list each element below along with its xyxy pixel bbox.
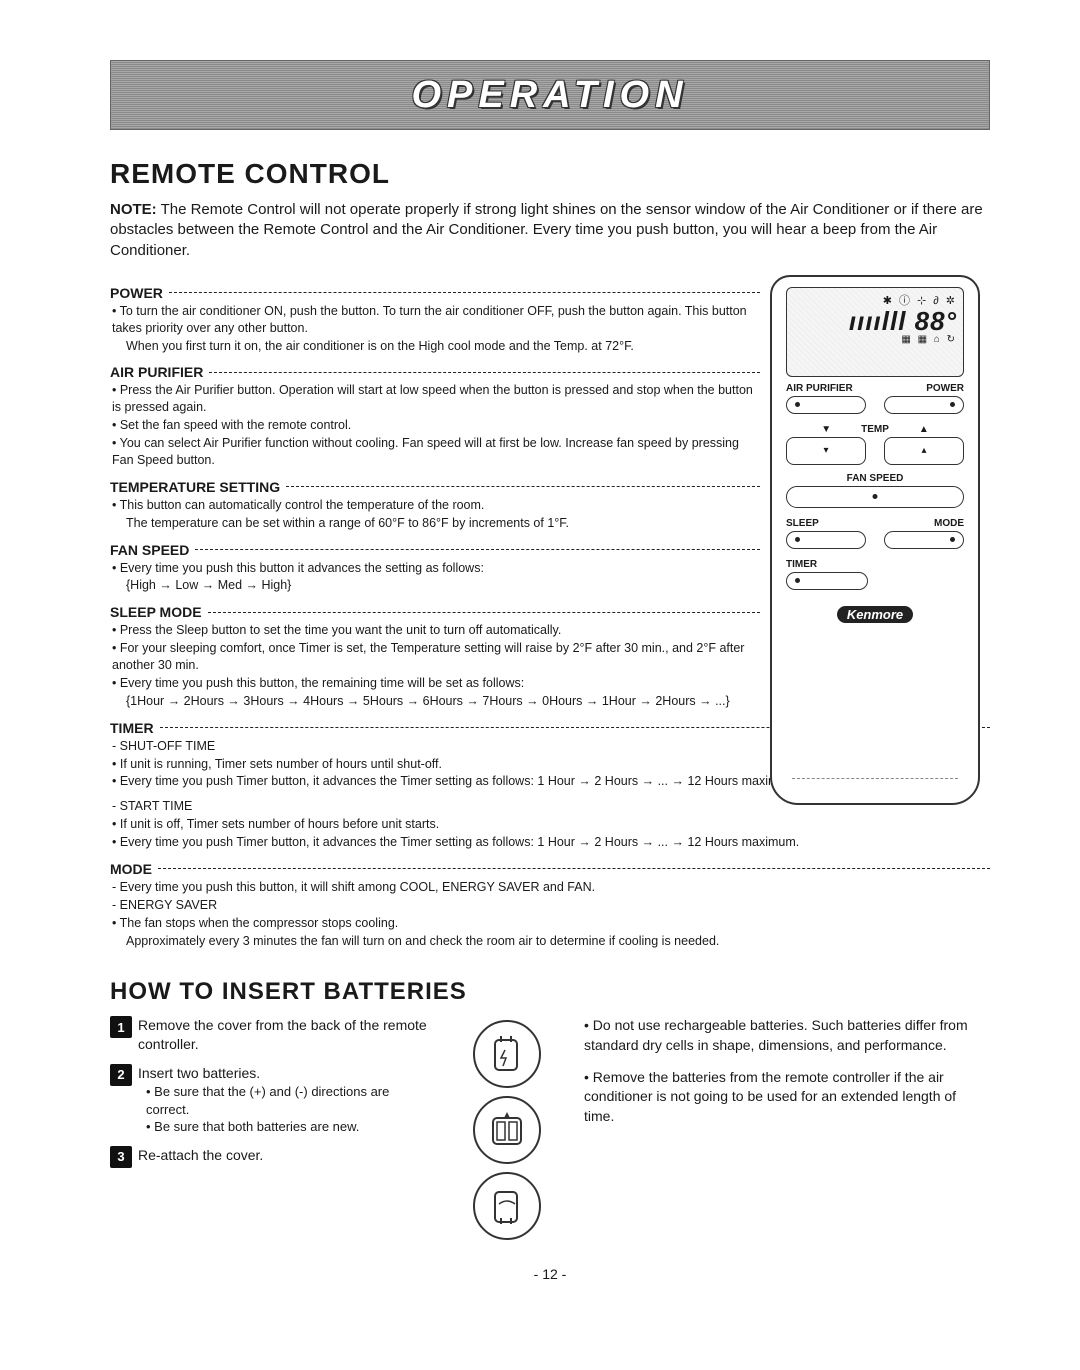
remote-power-label: POWER	[926, 383, 964, 394]
power-bullets: • To turn the air conditioner ON, push t…	[110, 303, 760, 355]
sleep-mode-heading: SLEEP MODE	[110, 604, 760, 620]
remote-control-heading: REMOTE CONTROL	[110, 158, 990, 190]
temperature-setting-bullets: • This button can automatically control …	[110, 497, 760, 532]
remote-timer-label: TIMER	[786, 559, 964, 570]
temp-up-icon: ▲	[919, 424, 929, 435]
step-2: 2 Insert two batteries. • Be sure that t…	[110, 1064, 430, 1136]
fan-speed-button	[786, 486, 964, 508]
air-purifier-button	[786, 396, 866, 414]
step-1-number: 1	[110, 1016, 132, 1038]
temp-up-button: ▴	[884, 437, 964, 465]
note-paragraph: NOTE: The Remote Control will not operat…	[110, 200, 990, 261]
banner-title: OPERATION	[411, 74, 688, 117]
temp-down-icon: ▼	[821, 424, 831, 435]
power-button	[884, 396, 964, 414]
operation-banner: OPERATION	[110, 60, 990, 130]
remote-brand: Kenmore	[837, 606, 913, 623]
step-2-number: 2	[110, 1064, 132, 1086]
air-purifier-bullets: • Press the Air Purifier button. Operati…	[110, 382, 760, 468]
note-text: The Remote Control will not operate prop…	[110, 201, 983, 259]
mode-button	[884, 531, 964, 549]
remote-air-purifier-label: AIR PURIFIER	[786, 383, 853, 394]
battery-step-3-icon	[473, 1172, 541, 1240]
temp-down-button: ▾	[786, 437, 866, 465]
page-number: - 12 -	[110, 1266, 990, 1282]
fan-speed-bullets: • Every time you push this button it adv…	[110, 560, 760, 595]
batteries-heading: HOW TO INSERT BATTERIES	[110, 978, 990, 1006]
step-3: 3 Re-attach the cover.	[110, 1146, 430, 1168]
power-heading: POWER	[110, 285, 760, 301]
remote-mode-label: MODE	[934, 518, 964, 529]
sleep-mode-bullets: • Press the Sleep button to set the time…	[110, 622, 760, 709]
remote-sleep-label: SLEEP	[786, 518, 819, 529]
remote-temp-label: TEMP	[861, 424, 889, 435]
step-1: 1 Remove the cover from the back of the …	[110, 1016, 430, 1054]
sleep-button	[786, 531, 866, 549]
remote-illustration: ✱ ⓘ ⊹ ∂ ✲ ıııılll 88° ▦ ▦ ⌂ ↻ AIR PURIFI…	[770, 275, 980, 805]
timer-button	[786, 572, 868, 590]
remote-fan-speed-label: FAN SPEED	[786, 473, 964, 484]
battery-step-2-icon	[473, 1096, 541, 1164]
battery-step-1-icon	[473, 1020, 541, 1088]
temperature-setting-heading: TEMPERATURE SETTING	[110, 479, 760, 495]
note-label: NOTE:	[110, 201, 157, 218]
battery-warning-2: • Remove the batteries from the remote c…	[584, 1068, 990, 1127]
remote-lcd: ✱ ⓘ ⊹ ∂ ✲ ıııılll 88° ▦ ▦ ⌂ ↻	[786, 287, 964, 377]
battery-warning-1: • Do not use rechargeable batteries. Suc…	[584, 1016, 990, 1055]
fan-speed-heading: FAN SPEED	[110, 542, 760, 558]
step-3-number: 3	[110, 1146, 132, 1168]
air-purifier-heading: AIR PURIFIER	[110, 364, 760, 380]
